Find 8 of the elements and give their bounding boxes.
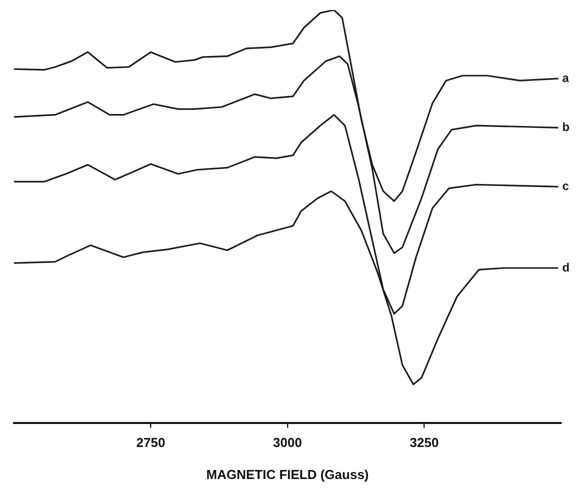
series-label: d <box>562 260 570 274</box>
x-axis-title: MAGNETIC FIELD (Gauss) <box>206 466 369 482</box>
series-label: b <box>562 120 570 134</box>
series-label: c <box>562 178 570 193</box>
x-tick-label: 2750 <box>136 435 166 450</box>
x-tick-label: 3000 <box>273 435 302 450</box>
series-label: a <box>562 70 570 85</box>
x-tick-label: 3250 <box>410 435 439 450</box>
